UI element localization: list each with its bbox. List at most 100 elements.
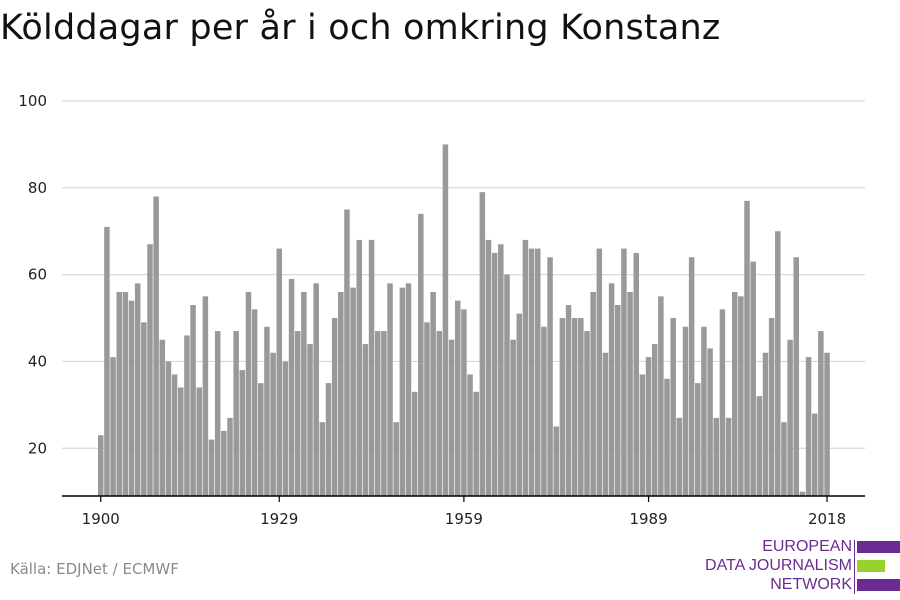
bar-1982 xyxy=(602,352,609,496)
bar-1988 xyxy=(639,374,646,496)
x-tick-label-1989: 1989 xyxy=(629,510,667,528)
bar-1922 xyxy=(233,331,239,496)
bar-2007 xyxy=(756,396,763,496)
bar-1940 xyxy=(344,209,350,496)
bar-1947 xyxy=(387,283,393,496)
bar-2017 xyxy=(818,331,824,496)
bar-1916 xyxy=(196,387,202,496)
y-tick-label-100: 100 xyxy=(18,92,47,110)
x-tick-label-1929: 1929 xyxy=(260,510,298,528)
y-tick-label-60: 60 xyxy=(28,266,47,284)
bar-1927 xyxy=(264,326,270,496)
bar-2008 xyxy=(762,352,769,496)
bar-1986 xyxy=(627,291,633,496)
logo-bar-purple-bottom xyxy=(857,579,900,591)
bar-1908 xyxy=(147,244,153,496)
bar-1999 xyxy=(707,348,713,496)
bar-1975 xyxy=(559,318,566,496)
bar-2002 xyxy=(725,417,732,496)
bar-1987 xyxy=(633,252,639,496)
bar-1989 xyxy=(645,357,652,496)
bar-1928 xyxy=(270,352,276,496)
logo-line-1: EUROPEAN xyxy=(762,538,852,555)
bar-1929 xyxy=(276,248,282,496)
bar-1900 xyxy=(98,435,104,496)
bar-1930 xyxy=(282,361,289,496)
bar-1966 xyxy=(504,274,510,496)
bar-1964 xyxy=(491,252,498,496)
bar-1902 xyxy=(110,357,116,496)
bar-1914 xyxy=(184,335,190,496)
y-tick-label-20: 20 xyxy=(28,439,47,457)
bar-1942 xyxy=(356,239,363,496)
bar-1960 xyxy=(467,374,473,496)
bar-1962 xyxy=(479,192,486,496)
bar-1990 xyxy=(651,344,658,496)
bar-1972 xyxy=(541,326,547,496)
bar-1992 xyxy=(664,378,670,496)
bar-1957 xyxy=(448,339,455,496)
bar-1956 xyxy=(442,144,449,496)
bars xyxy=(98,144,830,497)
bar-2006 xyxy=(750,261,756,496)
logo-bar-green xyxy=(857,560,885,572)
logo-line-2: DATA JOURNALISM xyxy=(705,557,852,574)
bar-1943 xyxy=(362,344,369,496)
chart-title: Kölddagar per år i och omkring Konstanz xyxy=(0,8,721,48)
bar-1935 xyxy=(313,283,319,496)
bar-2014 xyxy=(799,491,806,496)
logo-line-3: NETWORK xyxy=(770,576,852,593)
bar-1963 xyxy=(485,239,492,496)
bar-1931 xyxy=(288,278,295,496)
bar-1925 xyxy=(251,309,258,496)
bar-2001 xyxy=(719,309,726,496)
bar-1995 xyxy=(682,326,689,496)
bar-1932 xyxy=(294,331,301,496)
bar-1978 xyxy=(578,318,584,496)
bar-1996 xyxy=(688,257,695,496)
bar-1917 xyxy=(202,296,209,496)
bar-1994 xyxy=(676,417,683,496)
bar-2010 xyxy=(775,231,781,496)
bar-1915 xyxy=(190,305,196,496)
bar-1901 xyxy=(104,226,110,496)
logo-bar-purple-top xyxy=(857,541,900,553)
bar-2018 xyxy=(824,352,830,496)
bar-1997 xyxy=(695,383,701,496)
bar-1936 xyxy=(319,422,326,496)
bar-1920 xyxy=(221,430,227,496)
bar-2012 xyxy=(787,339,793,496)
bar-1944 xyxy=(368,239,375,496)
bar-1977 xyxy=(571,318,578,496)
bar-1979 xyxy=(584,331,590,496)
bar-1948 xyxy=(393,422,399,496)
source-note: Källa: EDJNet / ECMWF xyxy=(10,560,179,578)
bar-2015 xyxy=(805,357,812,496)
bar-1919 xyxy=(214,331,221,496)
y-axis-tick-labels: 20 40 60 80 100 xyxy=(18,92,47,457)
bar-1981 xyxy=(596,248,603,496)
bar-1906 xyxy=(134,283,141,496)
bar-1961 xyxy=(473,391,479,496)
bar-1952 xyxy=(418,213,424,497)
logo-rule xyxy=(854,540,855,594)
bar-1949 xyxy=(399,287,406,496)
bar-1950 xyxy=(405,283,412,496)
y-tick-label-80: 80 xyxy=(28,179,47,197)
bar-1974 xyxy=(553,426,559,496)
bar-1909 xyxy=(153,196,159,497)
bar-2009 xyxy=(768,318,775,496)
bar-1959 xyxy=(461,309,467,496)
bar-1946 xyxy=(381,331,387,496)
bar-2000 xyxy=(713,417,719,496)
y-tick-label-40: 40 xyxy=(28,352,47,370)
bar-1933 xyxy=(301,291,307,496)
bar-1967 xyxy=(510,339,516,496)
bar-1934 xyxy=(307,344,313,496)
bar-1976 xyxy=(565,305,572,496)
bar-2011 xyxy=(781,422,787,496)
bar-1939 xyxy=(338,291,344,496)
bar-1973 xyxy=(547,257,553,496)
bar-1965 xyxy=(498,244,504,496)
